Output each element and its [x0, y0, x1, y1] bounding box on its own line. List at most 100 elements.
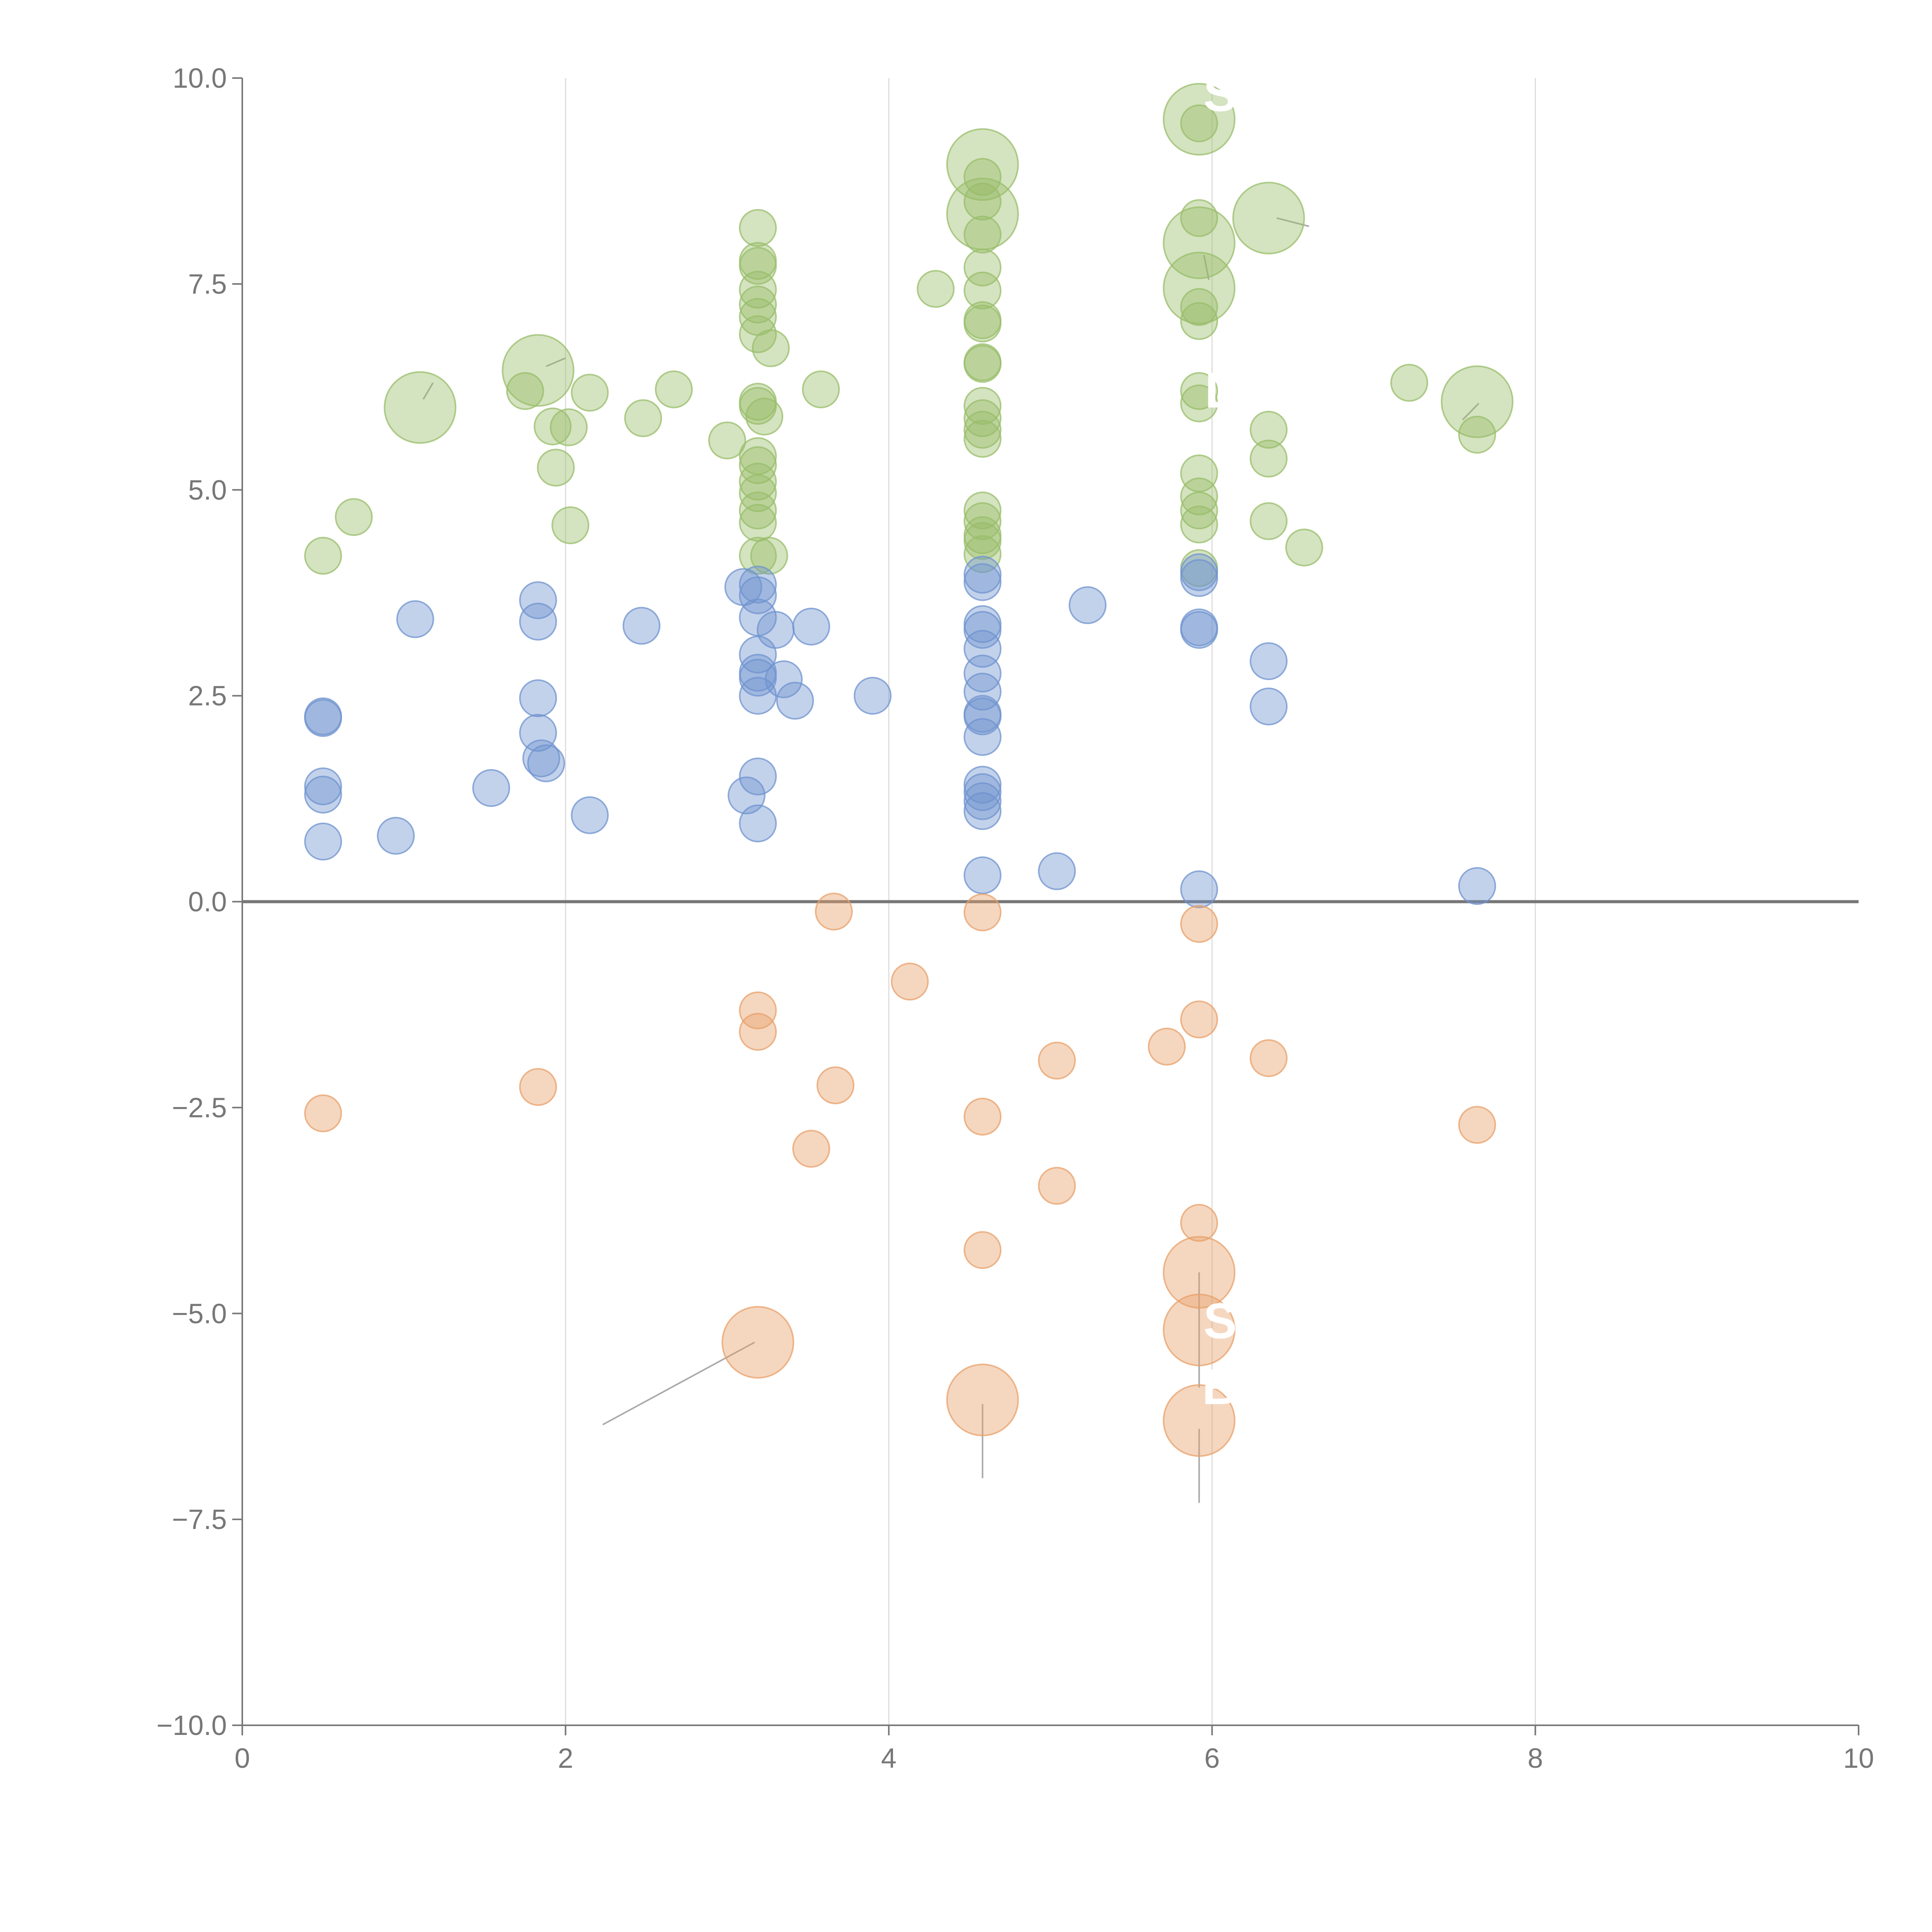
bubble-point [1180, 870, 1218, 908]
bubble-point [549, 408, 588, 446]
bubble-point [1180, 372, 1218, 410]
bubble-point [304, 767, 342, 806]
bubble-point [1038, 1167, 1076, 1205]
bubble-point [519, 1068, 557, 1106]
bubble-point [1180, 553, 1218, 591]
series-green [304, 83, 1514, 587]
bubble-point [472, 769, 510, 807]
bubble-point [739, 463, 777, 501]
leader-line [546, 357, 566, 367]
y-tick-label: 5.0 [188, 475, 227, 506]
bubble-point [571, 374, 609, 412]
bubble-point [506, 372, 544, 410]
bubble-point [739, 504, 777, 542]
leader-line [602, 1342, 755, 1425]
bubble-point [739, 492, 777, 530]
x-tick-label: 8 [1527, 1743, 1543, 1774]
y-tick-label: −7.5 [172, 1504, 227, 1535]
bubble-point [1180, 492, 1218, 530]
x-tick-label: 6 [1204, 1743, 1220, 1774]
x-tick-label: 10 [1843, 1743, 1874, 1774]
bubble-point [1163, 1293, 1236, 1366]
bubble-point [522, 739, 560, 777]
bubble-point [1180, 104, 1218, 143]
bubble-point [1068, 586, 1107, 624]
bubble-point [1250, 687, 1288, 726]
bubble-point [963, 522, 1002, 560]
bubble-point [963, 345, 1002, 383]
bubble-point [776, 682, 814, 720]
bubble-point [739, 677, 777, 715]
bubble-point [502, 334, 575, 407]
bubble-point [1180, 611, 1218, 649]
y-tick-label: 10.0 [173, 63, 227, 94]
bubble-point [708, 421, 746, 459]
bubble-point [963, 248, 1002, 287]
bubble-point [815, 893, 853, 931]
bubble-point [963, 611, 1002, 649]
bubble-point [1458, 1106, 1496, 1144]
y-tick-label: 0.0 [188, 887, 227, 918]
bubble-point [1250, 1039, 1288, 1077]
bubble-point [739, 565, 777, 604]
bubble-point [917, 270, 955, 308]
bubble-point [891, 963, 929, 1001]
annotation-label: S [1203, 1293, 1237, 1349]
bubble-point [519, 581, 557, 619]
bubble-point [1458, 867, 1496, 905]
bubble-point [1250, 411, 1288, 449]
bubble-point [534, 407, 572, 446]
y-tick-label: 7.5 [188, 269, 227, 300]
bubble-point [739, 474, 777, 512]
bubble-point [739, 804, 777, 843]
bubble-point [304, 1094, 342, 1133]
bubble-point [1250, 642, 1288, 680]
bubble-point [304, 699, 342, 737]
bubble-point [1148, 1027, 1186, 1066]
bubble-point [1163, 83, 1236, 156]
bubble-point [1250, 502, 1288, 540]
leader-line [1203, 255, 1210, 280]
bubble-point [739, 387, 777, 425]
bubble-point [1180, 559, 1218, 597]
leader-line [422, 382, 434, 400]
y-tick-label: 2.5 [188, 681, 227, 712]
bubble-point [1232, 182, 1305, 255]
bubble-point [963, 893, 1002, 932]
bubble-point [963, 535, 1002, 573]
x-tick-label: 0 [235, 1743, 250, 1774]
series-blue [304, 553, 1496, 908]
bubble-point [1163, 1236, 1236, 1309]
bubble-point [739, 576, 777, 614]
bubble-point [1458, 415, 1496, 454]
bubble-point [728, 776, 766, 815]
bubble-point [1180, 477, 1218, 515]
bubble-point [1038, 1041, 1076, 1080]
bubble-point [1250, 439, 1288, 478]
bubble-point [739, 315, 777, 353]
y-tick-label: −5.0 [172, 1298, 227, 1329]
bubble-point [963, 215, 1002, 253]
bubble-point [739, 286, 777, 324]
y-tick-label: −2.5 [172, 1092, 227, 1123]
bubble-point [963, 563, 1002, 601]
bubble-point [739, 757, 777, 796]
annotation-leaders [422, 217, 1480, 1503]
bubble-point [739, 991, 777, 1029]
bubble-point [792, 1129, 830, 1168]
bubble-point [963, 411, 1002, 449]
bubbles [304, 83, 1514, 1457]
annotation-label: B [1202, 1359, 1238, 1415]
bubble-point [1180, 505, 1218, 544]
bubble-point [963, 399, 1002, 437]
bubble-point [655, 370, 693, 408]
bubble-point [1180, 384, 1218, 422]
bubble-point [1180, 1000, 1218, 1039]
bubble-point [739, 247, 777, 285]
y-tick-label: −10.0 [156, 1710, 227, 1741]
bubble-point [854, 677, 892, 715]
bubble-point [1390, 364, 1429, 402]
axes: −10.0 −7.5 −5.0 −2.5 0.0 2.5 5.0 7.5 10.0 0 2 4 6 8 10 [156, 63, 1874, 1774]
bubble-point [571, 796, 609, 834]
